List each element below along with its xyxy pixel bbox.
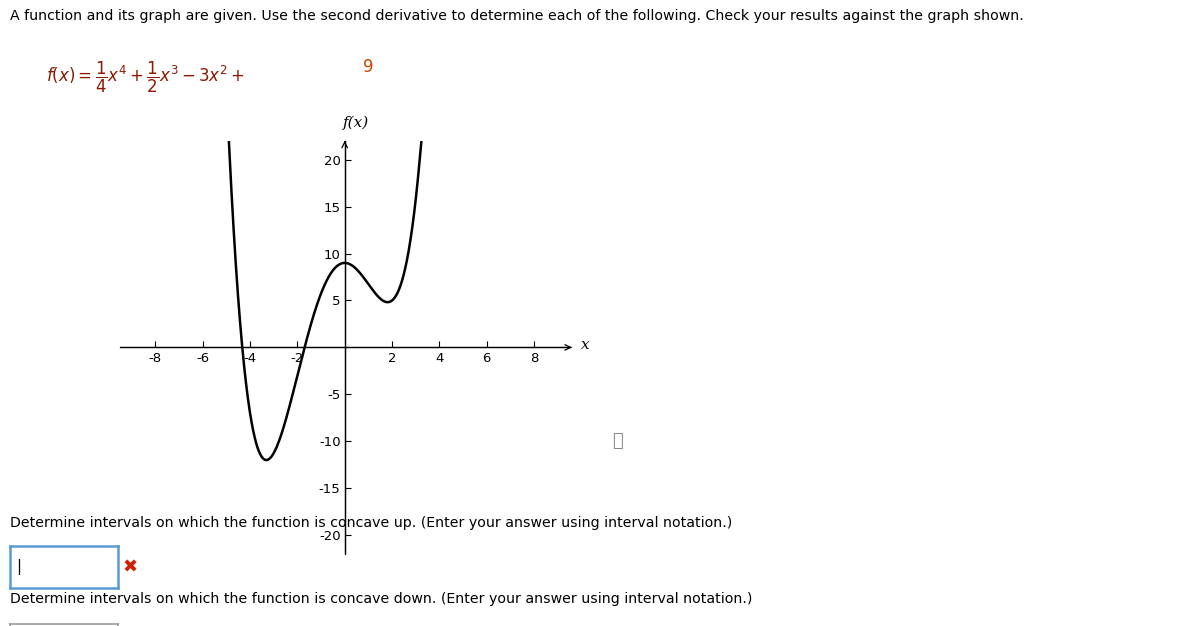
Text: $\mathit{f}(\mathit{x}) = \dfrac{1}{4}\mathit{x}^4 + \dfrac{1}{2}\mathit{x}^3 - : $\mathit{f}(\mathit{x}) = \dfrac{1}{4}\m… xyxy=(46,59,245,95)
Text: |: | xyxy=(16,559,22,575)
Text: ✖: ✖ xyxy=(122,559,138,577)
Text: ⓘ: ⓘ xyxy=(613,433,622,450)
Text: f(x): f(x) xyxy=(343,115,369,130)
Text: x: x xyxy=(582,337,590,352)
Text: Determine intervals on which the function is concave down. (Enter your answer us: Determine intervals on which the functio… xyxy=(10,592,752,605)
Text: Determine intervals on which the function is concave up. (Enter your answer usin: Determine intervals on which the functio… xyxy=(10,516,731,530)
Text: $9$: $9$ xyxy=(362,59,373,76)
Text: A function and its graph are given. Use the second derivative to determine each : A function and its graph are given. Use … xyxy=(10,9,1023,23)
